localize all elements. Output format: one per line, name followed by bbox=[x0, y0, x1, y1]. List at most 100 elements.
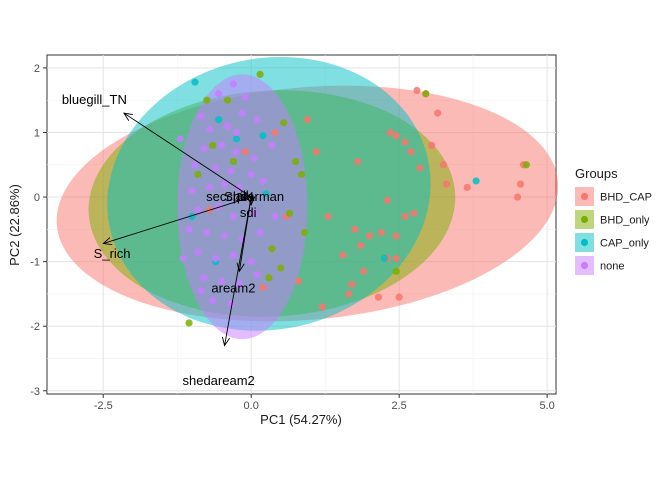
point-bhd_only bbox=[185, 319, 193, 327]
point-bhd_cap bbox=[339, 251, 347, 259]
arrowhead-bluegill_tn bbox=[123, 112, 133, 121]
loading-label-sdi: sdi bbox=[240, 205, 257, 220]
y-axis-title: PC2 (22.86%) bbox=[7, 184, 22, 266]
loading-arrows bbox=[102, 112, 256, 347]
legend-label-cap_only: CAP_only bbox=[600, 238, 649, 250]
x-axis-title: PC1 (54.27%) bbox=[260, 412, 342, 427]
y-tick-label: 0 bbox=[34, 192, 40, 204]
point-none bbox=[241, 93, 249, 101]
point-bhd_cap bbox=[365, 232, 374, 240]
point-bhd_only bbox=[522, 161, 531, 169]
point-none bbox=[185, 225, 193, 233]
point-bhd_cap bbox=[294, 277, 303, 285]
point-none bbox=[197, 112, 205, 120]
arrowhead-shedaream2 bbox=[221, 336, 230, 347]
x-tick-label: -2.5 bbox=[94, 400, 113, 412]
point-bhd_only bbox=[300, 228, 309, 237]
point-bhd_cap bbox=[386, 128, 394, 137]
point-none bbox=[200, 274, 208, 282]
point-none bbox=[232, 148, 240, 156]
point-none bbox=[229, 80, 238, 88]
point-cap_only bbox=[380, 254, 388, 262]
point-bhd_cap bbox=[377, 228, 386, 237]
point-none bbox=[259, 177, 267, 185]
point-none bbox=[223, 122, 232, 130]
point-none bbox=[229, 251, 238, 259]
point-none bbox=[215, 90, 223, 98]
point-none bbox=[176, 135, 184, 143]
point-bhd_only bbox=[223, 96, 232, 104]
point-bhd_cap bbox=[395, 293, 403, 301]
x-tick-label: 0.0 bbox=[244, 400, 259, 412]
arrowhead-s_rich bbox=[102, 237, 113, 246]
point-bhd_only bbox=[194, 170, 202, 179]
point-bhd_only bbox=[297, 170, 306, 179]
point-none bbox=[229, 212, 238, 221]
point-none bbox=[271, 212, 279, 221]
legend-point-cap_only bbox=[580, 238, 589, 247]
point-none bbox=[235, 183, 243, 191]
point-bhd_cap bbox=[442, 180, 451, 188]
point-cap_only bbox=[232, 135, 240, 143]
loading-labels: bluegill_TN S_rich shedaream2 aream2 secchip… bbox=[62, 92, 284, 388]
arrow-bluegill_tn bbox=[123, 112, 252, 198]
point-bhd_only bbox=[229, 157, 238, 166]
point-none bbox=[226, 300, 235, 308]
data-points bbox=[176, 70, 531, 327]
loading-label-spearman: Spearman bbox=[224, 189, 284, 204]
point-bhd_cap bbox=[357, 241, 365, 250]
point-none bbox=[206, 125, 214, 133]
point-bhd_cap bbox=[463, 183, 471, 191]
point-bhd_only bbox=[291, 157, 300, 166]
point-bhd_cap bbox=[241, 148, 249, 156]
point-none bbox=[217, 277, 226, 285]
point-bhd_cap bbox=[354, 157, 362, 166]
point-none bbox=[253, 115, 261, 124]
point-none bbox=[217, 141, 226, 149]
point-none bbox=[215, 203, 223, 211]
legend-title: Groups bbox=[575, 166, 618, 181]
point-bhd_cap bbox=[513, 193, 522, 201]
point-bhd_only bbox=[392, 267, 400, 275]
point-bhd_cap bbox=[303, 115, 312, 124]
legend-point-bhd_cap bbox=[580, 192, 589, 201]
arrow-shedaream2 bbox=[224, 196, 252, 346]
legend-point-bhd_only bbox=[580, 215, 589, 224]
point-bhd_cap bbox=[312, 148, 320, 156]
point-none bbox=[220, 180, 229, 188]
point-bhd_only bbox=[422, 90, 430, 98]
point-none bbox=[194, 248, 202, 256]
point-bhd_cap bbox=[416, 164, 424, 172]
point-bhd_cap bbox=[392, 254, 400, 262]
loading-label-shedaream2: shedaream2 bbox=[182, 373, 254, 388]
loading-label-ph: pH bbox=[237, 189, 254, 204]
point-none bbox=[200, 145, 208, 153]
loading-label-alk: alk bbox=[236, 188, 253, 203]
point-none bbox=[253, 270, 261, 279]
point-none bbox=[232, 128, 240, 137]
point-bhd_only bbox=[203, 96, 211, 104]
y-tick-label: -1 bbox=[30, 257, 40, 269]
point-bhd_cap bbox=[324, 212, 332, 221]
point-bhd_cap bbox=[401, 138, 409, 146]
y-tick-label: 2 bbox=[34, 63, 40, 75]
point-none bbox=[235, 280, 243, 288]
ellipse-none bbox=[177, 74, 308, 340]
arrowhead-sdi bbox=[247, 196, 256, 206]
point-bhd_only bbox=[256, 70, 264, 78]
point-none bbox=[220, 232, 229, 240]
point-bhd_only bbox=[268, 245, 276, 253]
point-cap_only bbox=[259, 132, 267, 140]
point-bhd_cap bbox=[271, 128, 279, 137]
loading-label-secchi: secchi bbox=[206, 189, 243, 204]
point-none bbox=[212, 164, 220, 172]
legend-label-bhd_only: BHD_only bbox=[600, 215, 650, 227]
point-bhd_cap bbox=[374, 293, 383, 301]
arrowhead-aream2 bbox=[236, 262, 245, 273]
legend-label-none: none bbox=[600, 261, 624, 273]
legend-label-bhd_cap: BHD_CAP bbox=[600, 192, 652, 204]
point-bhd_only bbox=[277, 264, 285, 272]
point-bhd_only bbox=[209, 141, 217, 149]
point-none bbox=[179, 254, 187, 262]
